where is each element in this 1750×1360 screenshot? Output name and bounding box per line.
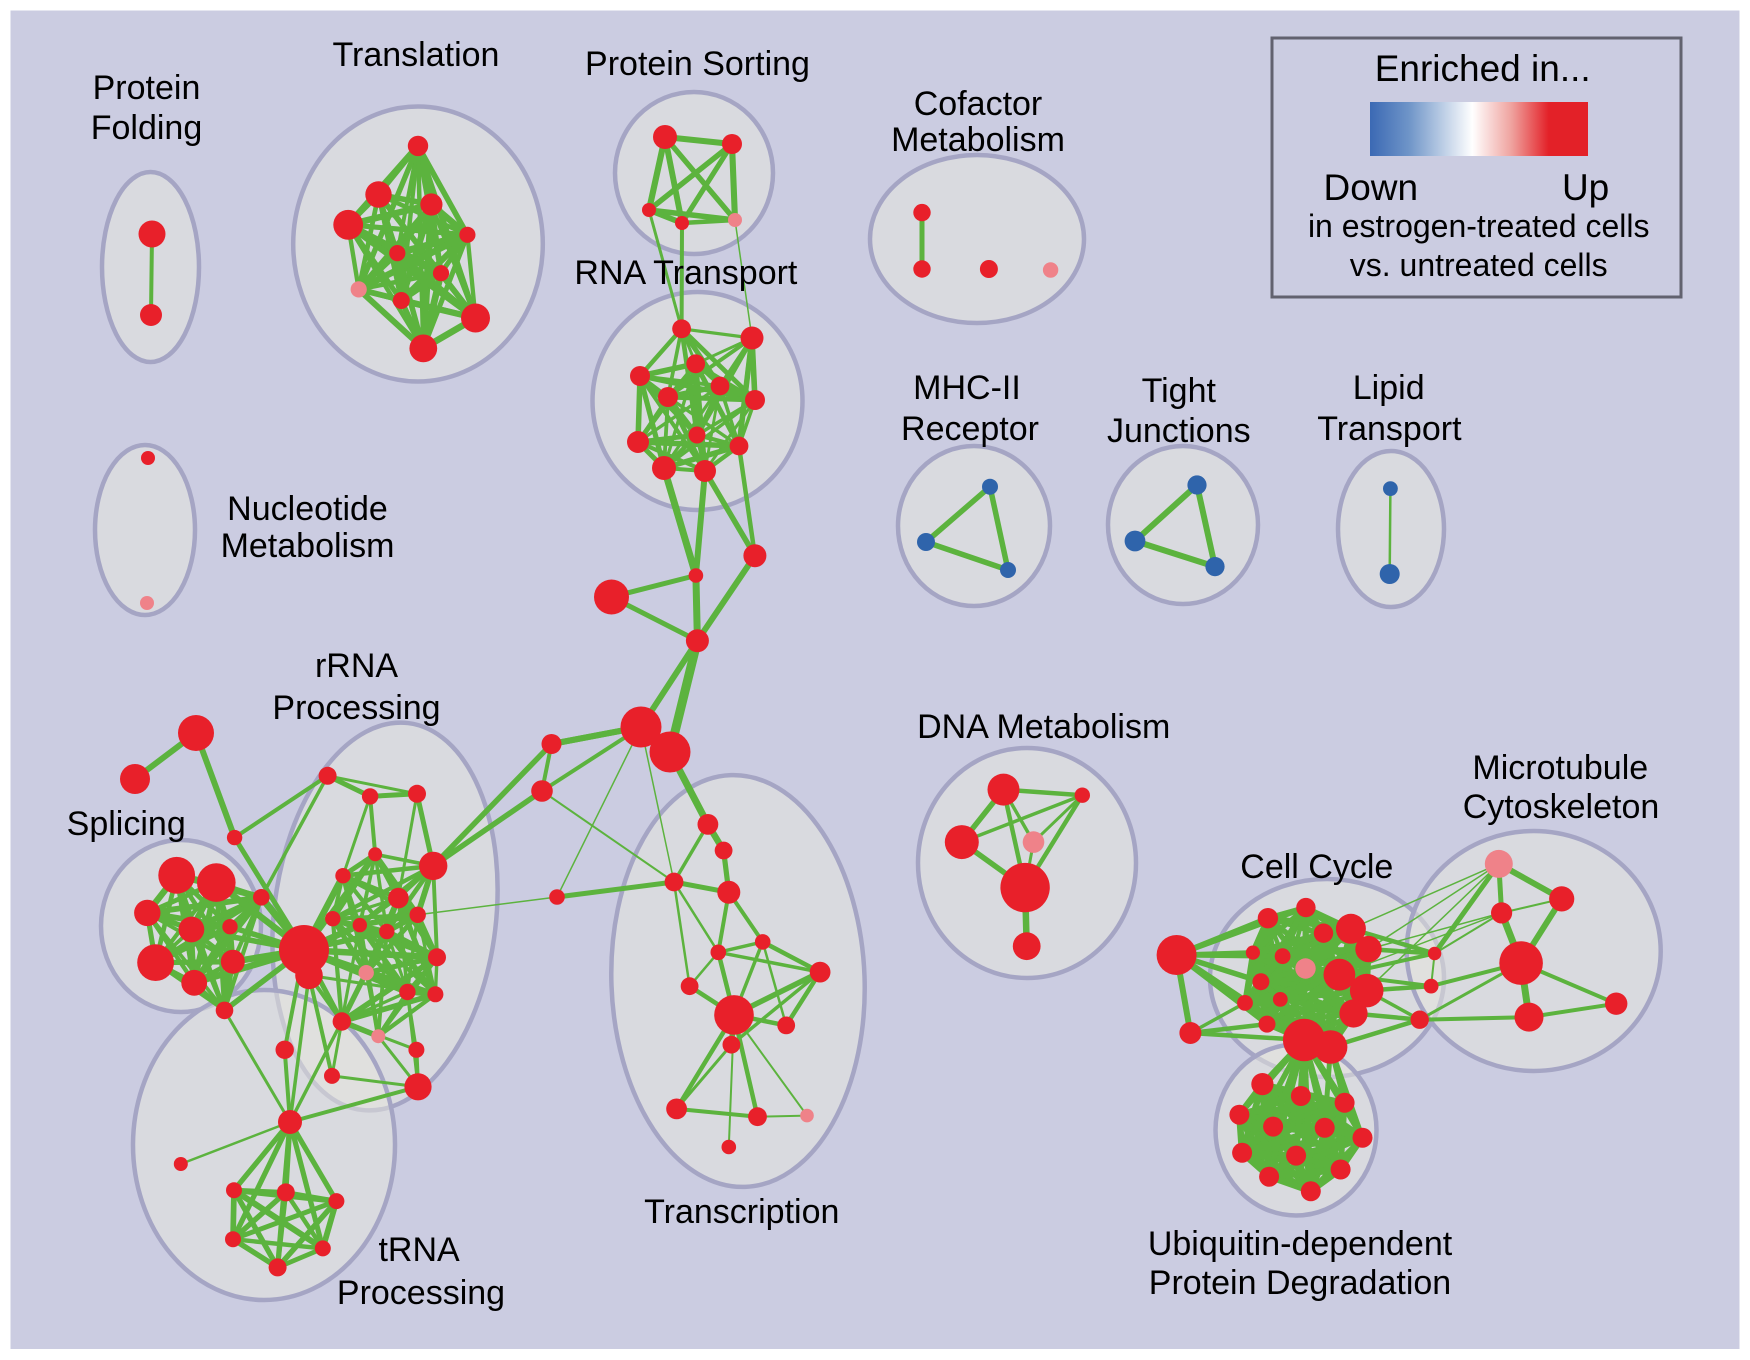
svg-text:Ubiquitin-dependent: Ubiquitin-dependent	[1148, 1225, 1453, 1263]
svg-text:Translation: Translation	[333, 36, 500, 74]
svg-text:Tight: Tight	[1142, 372, 1217, 410]
svg-text:in estrogen-treated cells: in estrogen-treated cells	[1308, 208, 1650, 244]
svg-text:Protein Degradation: Protein Degradation	[1149, 1264, 1451, 1302]
svg-text:MHC-II: MHC-II	[913, 369, 1021, 407]
svg-text:Folding: Folding	[91, 109, 203, 147]
svg-text:RNA Transport: RNA Transport	[574, 254, 798, 292]
svg-text:Metabolism: Metabolism	[891, 121, 1065, 159]
svg-text:Processing: Processing	[272, 689, 440, 727]
svg-text:Nucleotide: Nucleotide	[227, 490, 388, 528]
svg-text:Protein: Protein	[93, 69, 201, 107]
svg-text:Transport: Transport	[1317, 410, 1462, 448]
svg-text:Transcription: Transcription	[644, 1193, 839, 1231]
svg-text:Receptor: Receptor	[901, 410, 1039, 448]
svg-text:Splicing: Splicing	[67, 805, 186, 843]
svg-text:Cofactor: Cofactor	[914, 85, 1043, 123]
svg-text:Up: Up	[1562, 167, 1609, 208]
svg-text:Down: Down	[1323, 167, 1418, 208]
svg-text:vs. untreated cells: vs. untreated cells	[1350, 247, 1608, 283]
svg-text:Cell Cycle: Cell Cycle	[1240, 848, 1393, 886]
svg-text:Protein Sorting: Protein Sorting	[585, 45, 810, 83]
svg-text:rRNA: rRNA	[315, 647, 398, 685]
svg-text:Enriched in...: Enriched in...	[1375, 48, 1591, 89]
svg-text:DNA Metabolism: DNA Metabolism	[917, 708, 1170, 746]
svg-text:Junctions: Junctions	[1107, 412, 1251, 450]
svg-text:tRNA: tRNA	[378, 1231, 460, 1269]
svg-text:Lipid: Lipid	[1353, 369, 1425, 407]
svg-text:Cytoskeleton: Cytoskeleton	[1463, 788, 1660, 826]
svg-text:Metabolism: Metabolism	[221, 527, 395, 565]
svg-text:Microtubule: Microtubule	[1472, 749, 1648, 787]
svg-text:Processing: Processing	[337, 1274, 505, 1312]
